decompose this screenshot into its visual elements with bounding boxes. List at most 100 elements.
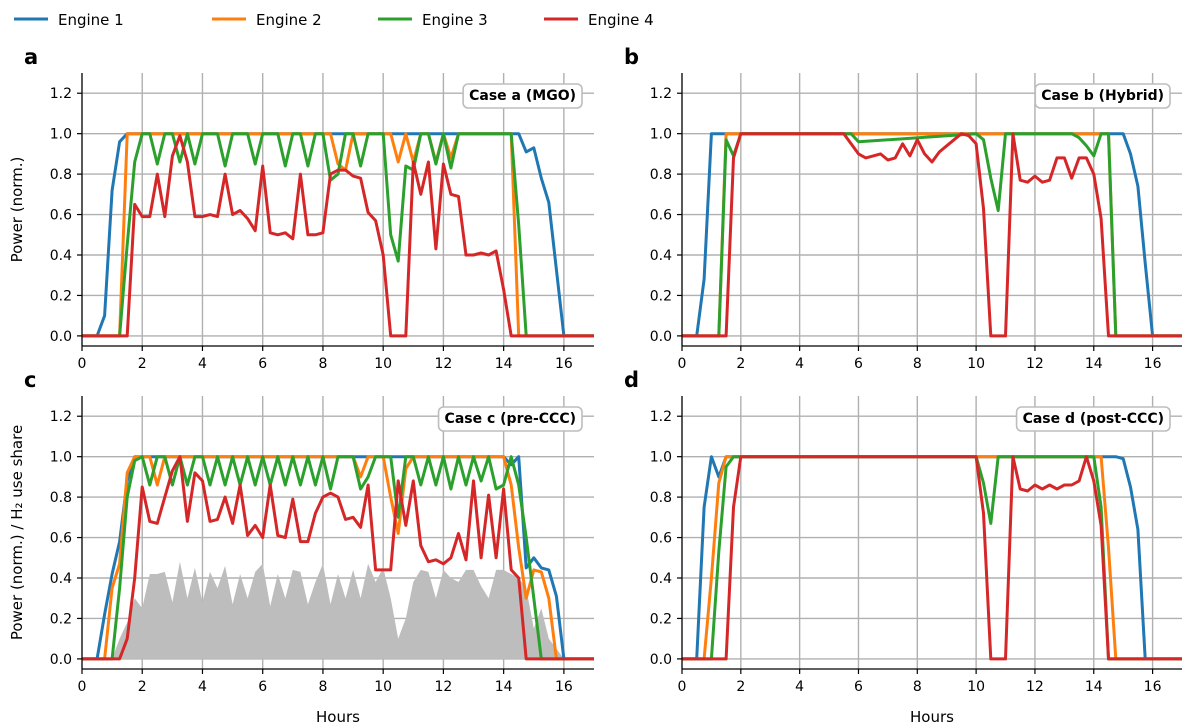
x-tick-label: 4 bbox=[795, 356, 804, 372]
series-line-engine-4 bbox=[682, 455, 1182, 661]
series-line-engine-4 bbox=[82, 455, 594, 661]
y-tick-label: 0.4 bbox=[50, 248, 72, 264]
x-tick-label: 6 bbox=[854, 679, 863, 695]
x-tick-label: 14 bbox=[1085, 679, 1103, 695]
case-label-box bbox=[1034, 83, 1171, 109]
y-tick-label: 1.2 bbox=[50, 409, 72, 425]
y-tick-label: 0.8 bbox=[50, 167, 72, 183]
panel-c: 0 2 4 6 8 10 12 14 16 0.0 0.2 0.4 0.6 0.8 1.0 1.2 c Case … bbox=[8, 368, 594, 724]
y-tick-label: 0.4 bbox=[50, 571, 72, 587]
case-label-box bbox=[1015, 406, 1171, 432]
x-tick-label: 0 bbox=[78, 356, 87, 372]
x-axis-label: Hours bbox=[316, 708, 360, 724]
legend: Engine 1 Engine 2 Engine 3 Engine 4 bbox=[14, 11, 654, 29]
y-tick-label: 1.2 bbox=[650, 409, 672, 425]
case-label: Case a (MGO) bbox=[462, 83, 583, 109]
y-tick-label: 0.6 bbox=[50, 208, 72, 224]
x-tick-label: 8 bbox=[318, 679, 327, 695]
panels: 0 2 4 6 8 10 12 14 16 0.0 0.2 0.4 0.6 0.8 1.0 1.2 a Case … bbox=[8, 45, 1182, 724]
y-axis-label: Power (norm.) / H₂ use share bbox=[8, 425, 26, 640]
x-tick-label: 6 bbox=[258, 356, 267, 372]
x-tick-label: 16 bbox=[555, 679, 573, 695]
series-line-engine-3 bbox=[682, 455, 1182, 661]
case-label-text: Case c (pre-CCC) bbox=[445, 411, 576, 427]
y-tick-label: 0.6 bbox=[50, 531, 72, 547]
x-tick-label: 12 bbox=[1026, 679, 1044, 695]
y-tick-label: 0.0 bbox=[650, 329, 672, 345]
legend-label: Engine 1 bbox=[58, 11, 124, 29]
y-tick-label: 0.4 bbox=[650, 248, 672, 264]
y-tick-label: 1.0 bbox=[650, 127, 672, 143]
x-tick-label: 12 bbox=[434, 356, 452, 372]
y-tick-label: 0.2 bbox=[50, 288, 72, 304]
y-tick-label: 1.0 bbox=[50, 450, 72, 466]
panel-letter: a bbox=[24, 45, 38, 69]
x-tick-label: 10 bbox=[967, 679, 985, 695]
x-tick-label: 0 bbox=[678, 679, 687, 695]
plot-area bbox=[82, 132, 594, 338]
x-tick-label: 6 bbox=[854, 356, 863, 372]
x-tick-label: 16 bbox=[1144, 679, 1162, 695]
series-line-engine-4 bbox=[682, 132, 1182, 338]
x-axis-label: Hours bbox=[910, 708, 954, 724]
x-tick-label: 2 bbox=[736, 679, 745, 695]
y-tick-label: 0.8 bbox=[50, 490, 72, 506]
x-tick-label: 4 bbox=[795, 679, 804, 695]
y-tick-label: 0.8 bbox=[650, 167, 672, 183]
x-tick-label: 8 bbox=[318, 356, 327, 372]
case-label-text: Case a (MGO) bbox=[469, 88, 576, 104]
legend-label: Engine 4 bbox=[588, 11, 654, 29]
series-line-engine-4 bbox=[82, 134, 594, 338]
legend-item: Engine 4 bbox=[544, 11, 654, 29]
x-tick-label: 8 bbox=[913, 679, 922, 695]
y-tick-label: 0.6 bbox=[650, 531, 672, 547]
y-tick-label: 0.0 bbox=[50, 329, 72, 345]
y-axis-label: Power (norm.) bbox=[8, 157, 26, 263]
x-tick-label: 10 bbox=[967, 356, 985, 372]
x-tick-label: 10 bbox=[374, 679, 392, 695]
case-label-text: Case d (post-CCC) bbox=[1023, 411, 1164, 427]
x-tick-label: 0 bbox=[78, 679, 87, 695]
legend-item: Engine 3 bbox=[378, 11, 488, 29]
case-label-box bbox=[462, 83, 583, 109]
y-tick-label: 0.4 bbox=[650, 571, 672, 587]
panel-letter: b bbox=[624, 45, 639, 69]
series-line-engine-1 bbox=[682, 132, 1182, 338]
h2-share-area bbox=[82, 561, 594, 659]
panel-b: 0 2 4 6 8 10 12 14 16 0.0 0.2 0.4 0.6 0.8 1.0 1.2 b Case … bbox=[624, 45, 1182, 372]
legend-label: Engine 3 bbox=[422, 11, 488, 29]
x-tick-label: 16 bbox=[555, 356, 573, 372]
y-tick-label: 0.0 bbox=[650, 652, 672, 668]
legend-item: Engine 2 bbox=[212, 11, 322, 29]
panel-a: 0 2 4 6 8 10 12 14 16 0.0 0.2 0.4 0.6 0.8 1.0 1.2 a Case … bbox=[8, 45, 594, 372]
x-tick-label: 12 bbox=[434, 679, 452, 695]
y-tick-label: 1.0 bbox=[50, 127, 72, 143]
x-tick-label: 16 bbox=[1144, 356, 1162, 372]
y-tick-label: 0.2 bbox=[650, 288, 672, 304]
x-tick-label: 4 bbox=[198, 679, 207, 695]
panel-letter: c bbox=[24, 368, 36, 392]
plot-area bbox=[682, 132, 1182, 338]
y-tick-label: 1.0 bbox=[650, 450, 672, 466]
x-tick-label: 8 bbox=[913, 356, 922, 372]
x-tick-label: 12 bbox=[1026, 356, 1044, 372]
y-tick-label: 0.8 bbox=[650, 490, 672, 506]
y-tick-label: 1.2 bbox=[50, 86, 72, 102]
x-tick-label: 2 bbox=[138, 356, 147, 372]
x-tick-label: 6 bbox=[258, 679, 267, 695]
x-tick-label: 2 bbox=[736, 356, 745, 372]
case-label: Case b (Hybrid) bbox=[1034, 83, 1171, 109]
panel-d: 0 2 4 6 8 10 12 14 16 0.0 0.2 0.4 0.6 0.8 1.0 1.2 d Case … bbox=[624, 368, 1182, 724]
x-tick-label: 4 bbox=[198, 356, 207, 372]
x-tick-label: 2 bbox=[138, 679, 147, 695]
case-label-text: Case b (Hybrid) bbox=[1041, 88, 1164, 104]
x-tick-label: 14 bbox=[495, 679, 513, 695]
legend-item: Engine 1 bbox=[14, 11, 124, 29]
y-tick-label: 0.2 bbox=[650, 611, 672, 627]
panel-letter: d bbox=[624, 368, 639, 392]
y-tick-label: 0.6 bbox=[650, 208, 672, 224]
series-line-engine-2 bbox=[682, 455, 1182, 661]
y-tick-label: 0.2 bbox=[50, 611, 72, 627]
plot-area bbox=[682, 455, 1182, 661]
